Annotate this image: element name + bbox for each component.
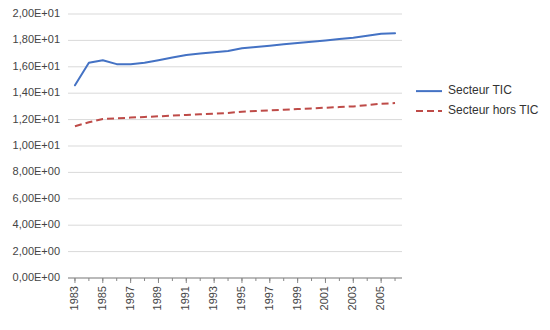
- x-tick: [74, 278, 75, 283]
- y-tick-label: 4,00E+00: [13, 218, 60, 230]
- x-tick: [186, 278, 187, 283]
- y-axis: 0,00E+00 2,00E+00 4,00E+00 6,00E+00 8,00E+00…: [13, 7, 60, 283]
- x-minor-tick: [283, 278, 284, 281]
- y-tick-label: 1,60E+01: [13, 60, 60, 72]
- x-minor-tick: [311, 278, 312, 281]
- x-tick-label: 1983: [68, 286, 80, 310]
- y-tick-label: 1,40E+01: [13, 86, 60, 98]
- y-tick-label: 0,00E+00: [13, 271, 60, 283]
- x-minor-tick: [255, 278, 256, 281]
- x-minor-tick: [172, 278, 173, 281]
- y-tick-label: 2,00E+01: [13, 7, 60, 19]
- x-minor-tick: [228, 278, 229, 281]
- x-minor-tick: [200, 278, 201, 281]
- x-tick-label: 2001: [318, 286, 330, 310]
- legend-label: Secteur TIC: [448, 83, 512, 97]
- x-tick: [214, 278, 215, 283]
- x-minor-tick: [88, 278, 89, 281]
- x-tick: [241, 278, 242, 283]
- x-tick-label: 1989: [151, 286, 163, 310]
- x-minor-tick: [144, 278, 145, 281]
- grid-line: [68, 119, 402, 120]
- x-tick-label: 1993: [207, 286, 219, 310]
- x-tick-label: 2005: [374, 286, 386, 310]
- x-minor-tick: [395, 278, 396, 281]
- x-minor-tick: [339, 278, 340, 281]
- grid-line: [68, 172, 402, 173]
- x-tick-label: 1991: [179, 286, 191, 310]
- x-tick-label: 1987: [124, 286, 136, 310]
- x-tick: [130, 278, 131, 283]
- grid-line: [68, 198, 402, 199]
- x-tick-label: 2003: [346, 286, 358, 310]
- y-tick-label: 6,00E+00: [13, 192, 60, 204]
- grid-line: [68, 146, 402, 147]
- grid-line: [68, 251, 402, 252]
- x-tick: [158, 278, 159, 283]
- x-tick-label: 1995: [235, 286, 247, 310]
- y-tick-label: 2,00E+00: [13, 245, 60, 257]
- legend: Secteur TIC Secteur hors TIC: [416, 83, 539, 117]
- grid-line: [68, 40, 402, 41]
- grid-line: [68, 14, 402, 15]
- series-line: [75, 33, 395, 85]
- x-axis: 1983 1985 1987 1989 1991 1993 1995 1997 1999 2001…: [68, 278, 402, 310]
- y-tick-label: 1,80E+01: [13, 33, 60, 45]
- x-tick-label: 1999: [291, 286, 303, 310]
- chart: 0,00E+00 2,00E+00 4,00E+00 6,00E+00 8,00E+00…: [0, 0, 550, 330]
- x-tick-label: 1985: [96, 286, 108, 310]
- x-axis-line: [68, 278, 402, 279]
- y-tick-label: 1,20E+01: [13, 113, 60, 125]
- grid-line: [68, 278, 402, 279]
- plot-area: [75, 33, 395, 126]
- grid-line: [68, 93, 402, 94]
- background: [0, 0, 550, 330]
- legend-swatch: [416, 110, 442, 112]
- y-tick-label: 8,00E+00: [13, 165, 60, 177]
- legend-swatch: [416, 90, 442, 92]
- x-tick: [102, 278, 103, 283]
- x-minor-tick: [116, 278, 117, 281]
- x-tick-label: 1997: [263, 286, 275, 310]
- x-tick: [325, 278, 326, 283]
- grid-line: [68, 66, 402, 67]
- x-tick: [381, 278, 382, 283]
- x-tick: [297, 278, 298, 283]
- legend-label: Secteur hors TIC: [448, 103, 539, 117]
- y-grid: [68, 14, 402, 278]
- x-tick: [353, 278, 354, 283]
- x-minor-tick: [367, 278, 368, 281]
- series-line: [75, 103, 395, 126]
- grid-line: [68, 225, 402, 226]
- y-tick-label: 1,00E+01: [13, 139, 60, 151]
- x-tick: [269, 278, 270, 283]
